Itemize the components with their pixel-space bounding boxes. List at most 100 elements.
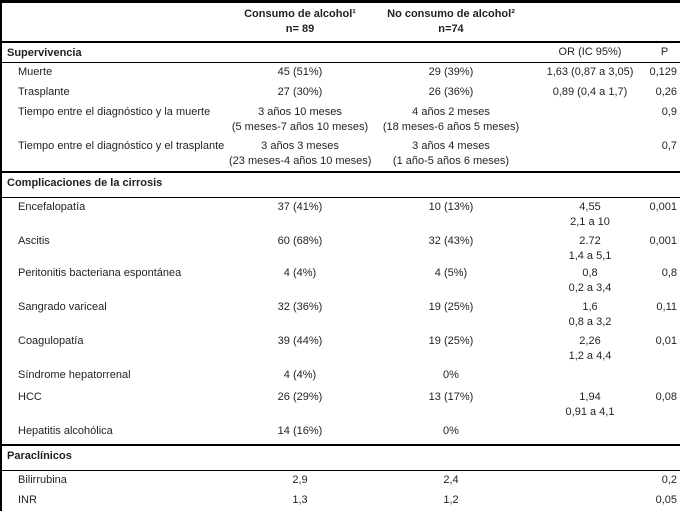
col-header-no-alcohol-title: No consumo de alcohol²	[387, 8, 515, 20]
no-alcohol-cell: 0%	[443, 425, 459, 437]
empty-cell	[229, 42, 371, 63]
alcohol-cell: 4 (4%)	[283, 267, 317, 279]
alcohol-cell: 27 (30%)	[277, 86, 323, 98]
or-cell	[531, 471, 649, 492]
no-alcohol-cell: 2,4	[443, 474, 459, 486]
value-line-2: (18 meses-6 años 5 meses)	[382, 121, 520, 133]
section-header-paraclinicos: Paraclínicos	[1, 444, 680, 471]
table-row: Coagulopatía 39 (44%) 19 (25%) 2,26 1,2 …	[1, 332, 680, 366]
row-label: Sangrado variceal	[18, 301, 107, 313]
section-title: Complicaciones de la cirrosis	[1, 171, 229, 198]
section-header-supervivencia: Supervivencia OR (IC 95%) P	[1, 42, 680, 63]
or-ci: 0,91 a 4,1	[565, 406, 615, 418]
or-cell: 4,55 2,1 a 10	[531, 198, 649, 233]
empty-cell	[649, 171, 680, 198]
empty-cell	[371, 444, 531, 471]
p-cell: 0,2	[661, 474, 677, 486]
value-line-1: 3 años 4 meses	[412, 140, 490, 152]
empty-cell	[229, 171, 371, 198]
row-label: HCC	[18, 391, 42, 403]
value-line-1: 3 años 3 meses	[261, 140, 339, 152]
p-cell	[649, 366, 680, 388]
row-label: Muerte	[18, 66, 53, 78]
no-alcohol-cell: 0%	[443, 369, 459, 381]
alcohol-cell: 60 (68%)	[277, 235, 323, 247]
value-line-2: (23 meses-4 años 10 meses)	[229, 155, 372, 167]
or-value: 1,94	[579, 391, 601, 403]
or-cell	[531, 422, 649, 445]
section-header-complicaciones: Complicaciones de la cirrosis	[1, 171, 680, 198]
p-column-header: P	[649, 42, 680, 63]
table-row: HCC 26 (29%) 13 (17%) 1,94 0,91 a 4,1 0,…	[1, 388, 680, 422]
table-row: Síndrome hepatorrenal 4 (4%) 0%	[1, 366, 680, 388]
p-cell: 0,8	[661, 267, 677, 279]
row-label: Hepatitis alcohólica	[18, 425, 113, 437]
or-ci: 2,1 a 10	[570, 216, 610, 228]
p-cell: 0,08	[655, 391, 677, 403]
section-title: Paraclínicos	[1, 444, 229, 471]
alcohol-cell: 45 (51%)	[277, 66, 323, 78]
or-value: 1,6	[582, 301, 598, 313]
table-row: Hepatitis alcohólica 14 (16%) 0%	[1, 422, 680, 445]
empty-cell	[649, 444, 680, 471]
p-cell: 0,11	[656, 301, 677, 313]
col-header-alcohol-title: Consumo de alcohol¹	[244, 8, 356, 20]
table-row: Tiempo entre el diagnóstico y el traspla…	[1, 137, 680, 172]
row-label: Ascitis	[18, 235, 50, 247]
table-row: Bilirrubina 2,9 2,4 0,2	[1, 471, 680, 492]
col-header-no-alcohol-n: n=74	[438, 23, 464, 35]
table-row: Trasplante 27 (30%) 26 (36%) 0,89 (0,4 a…	[1, 83, 680, 103]
p-cell	[649, 422, 680, 445]
empty-cell	[371, 42, 531, 63]
p-cell: 0,001	[649, 201, 677, 213]
no-alcohol-cell: 29 (39%)	[428, 66, 474, 78]
alcohol-cell: 3 años 10 meses (5 meses-7 años 10 meses…	[229, 103, 371, 137]
no-alcohol-cell: 32 (43%)	[428, 235, 474, 247]
no-alcohol-cell: 4 años 2 meses (18 meses-6 años 5 meses)	[371, 103, 531, 137]
or-cell: 1,6 0,8 a 3,2	[531, 298, 649, 332]
or-value: 0,8	[582, 267, 598, 279]
p-cell: 0,05	[655, 494, 677, 506]
or-value: 4,55	[579, 201, 601, 213]
p-cell: 0,01	[655, 335, 677, 347]
no-alcohol-cell: 1,2	[443, 494, 459, 506]
no-alcohol-cell: 19 (25%)	[428, 335, 474, 347]
no-alcohol-cell: 4 (5%)	[434, 267, 468, 279]
alcohol-cell: 3 años 3 meses (23 meses-4 años 10 meses…	[229, 137, 371, 172]
or-cell: 2,26 1,2 a 4,4	[531, 332, 649, 366]
alcohol-cell: 1,3	[292, 494, 308, 506]
p-cell: 0,7	[661, 140, 677, 152]
p-cell: 0,129	[649, 66, 677, 78]
section-title: Supervivencia	[1, 42, 229, 63]
row-label: Tiempo entre el diagnóstico y la muerte	[18, 106, 211, 118]
or-ci: 1,4 a 5,1	[568, 250, 612, 262]
col-header-alcohol-n: n= 89	[285, 23, 315, 35]
alcohol-cell: 37 (41%)	[277, 201, 323, 213]
table-header-row: Consumo de alcohol¹ n= 89 No consumo de …	[1, 1, 680, 43]
header-spacer	[531, 1, 649, 43]
or-cell: 1,63 (0,87 a 3,05)	[546, 66, 634, 78]
or-cell	[531, 103, 649, 137]
or-ci: 1,2 a 4,4	[568, 350, 612, 362]
empty-cell	[531, 171, 649, 198]
or-cell	[531, 491, 649, 511]
col-header-alcohol: Consumo de alcohol¹ n= 89	[229, 1, 371, 43]
col-header-no-alcohol: No consumo de alcohol² n=74	[371, 1, 531, 43]
header-spacer	[1, 1, 229, 43]
or-column-header: OR (IC 95%)	[531, 42, 649, 63]
row-label: Coagulopatía	[18, 335, 84, 347]
table-row: Ascitis 60 (68%) 32 (43%) 2.72 1,4 a 5,1…	[1, 232, 680, 264]
no-alcohol-cell: 3 años 4 meses (1 año-5 años 6 meses)	[371, 137, 531, 172]
empty-cell	[371, 171, 531, 198]
table-row: Peritonitis bacteriana espontánea 4 (4%)…	[1, 264, 680, 298]
table-row: INR 1,3 1,2 0,05	[1, 491, 680, 511]
or-cell	[531, 366, 649, 388]
no-alcohol-cell: 26 (36%)	[428, 86, 474, 98]
p-cell: 0,9	[661, 106, 677, 118]
table-row: Muerte 45 (51%) 29 (39%) 1,63 (0,87 a 3,…	[1, 63, 680, 84]
or-cell: 0,8 0,2 a 3,4	[531, 264, 649, 298]
value-line-2: (5 meses-7 años 10 meses)	[231, 121, 369, 133]
row-label: Trasplante	[18, 86, 70, 98]
row-label: Tiempo entre el diagnóstico y el traspla…	[18, 140, 225, 152]
